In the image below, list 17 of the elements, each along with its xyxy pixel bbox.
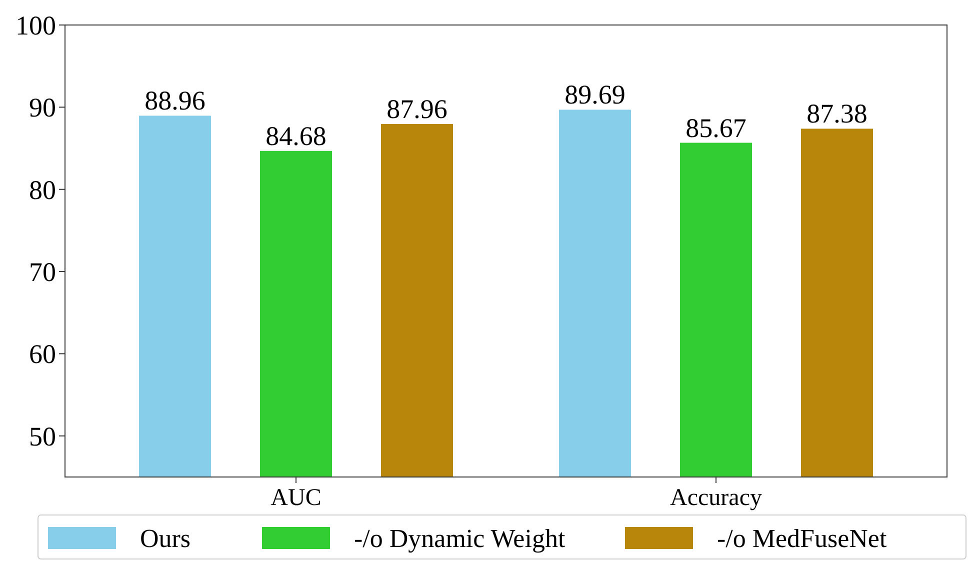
y-tick-label: 80 (29, 174, 56, 205)
x-tick-label: AUC (270, 485, 322, 511)
y-tick-label: 100 (16, 10, 56, 40)
data-label: 85.67 (686, 112, 746, 143)
data-label: 87.38 (806, 98, 868, 129)
data-label: 87.96 (386, 94, 448, 124)
y-tick-label: 70 (29, 256, 56, 287)
data-label: 84.68 (266, 120, 326, 151)
legend-label: -/o MedFuseNet (717, 524, 888, 553)
y-tick-label: 60 (29, 339, 56, 370)
legend-label: -/o Dynamic Weight (354, 524, 566, 553)
y-tick-label: 50 (29, 421, 56, 452)
legend-label: Ours (140, 524, 191, 553)
data-label: 89.69 (564, 80, 626, 110)
x-tick-label: Accuracy (670, 485, 762, 511)
y-tick-label: 90 (29, 92, 56, 123)
data-label: 88.96 (144, 86, 206, 116)
